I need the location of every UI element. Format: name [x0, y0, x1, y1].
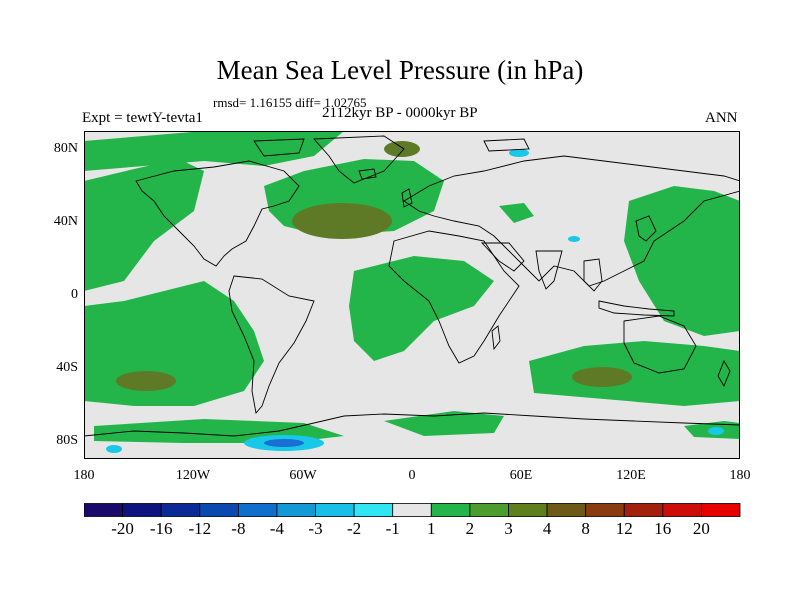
lat-label-40s: 40S — [56, 360, 78, 375]
blue-region — [264, 439, 304, 447]
colorbar-swatch — [315, 503, 355, 517]
lon-label-120e: 120E — [616, 468, 646, 483]
coastline — [135, 160, 300, 267]
green-region — [349, 256, 494, 361]
anomaly-field — [84, 131, 740, 453]
coastline — [598, 300, 675, 317]
lat-label-40n: 40N — [53, 214, 78, 229]
pressure-map — [84, 131, 740, 459]
colorbar-swatch — [160, 503, 201, 517]
lon-label-180w: 180 — [73, 468, 95, 483]
colorbar-swatch — [122, 503, 162, 517]
colorbar-swatch — [469, 503, 509, 517]
lat-label-80s: 80S — [56, 433, 78, 448]
colorbar-label: 20 — [692, 519, 710, 538]
green-region — [499, 203, 534, 223]
olive-region — [572, 367, 632, 387]
coastline — [717, 359, 731, 388]
colorbar-swatch — [585, 503, 625, 517]
colorbar-label: -20 — [111, 519, 134, 538]
coastline — [635, 215, 657, 242]
colorbar-label: 4 — [542, 519, 552, 538]
colorbar-label: 8 — [581, 519, 590, 538]
lon-label-60e: 60E — [509, 468, 533, 483]
coastline — [358, 168, 377, 180]
colorbar-label: 2 — [465, 519, 475, 538]
green-region — [84, 159, 204, 291]
colorbar-label: 1 — [427, 519, 436, 538]
coastline — [480, 242, 525, 272]
lon-label-180e: 180 — [729, 468, 751, 483]
olive-region — [292, 203, 392, 239]
season-label: ANN — [705, 110, 738, 126]
colorbar-swatch — [546, 503, 587, 517]
colorbar-swatch — [662, 503, 702, 517]
colorbar-label: -4 — [269, 519, 284, 538]
lon-label-60w: 60W — [289, 468, 317, 483]
coastline — [313, 135, 405, 184]
colorbar-swatch — [430, 503, 471, 517]
stats-label: rmsd= 1.16155 diff= 1.02765 — [213, 95, 367, 110]
green-region — [529, 341, 740, 406]
colorbar-label: -2 — [347, 519, 362, 538]
colorbar — [84, 503, 741, 517]
colorbar-swatch — [237, 503, 278, 517]
colorbar-swatch — [276, 503, 316, 517]
coastline — [253, 138, 305, 157]
colorbar-label: 16 — [654, 519, 672, 538]
colorbar-swatch — [508, 503, 548, 517]
lon-label-120w: 120W — [175, 468, 211, 483]
olive-region — [116, 371, 176, 391]
coastline — [483, 138, 530, 152]
colorbar-swatch — [353, 503, 394, 517]
cyan-region — [708, 427, 724, 435]
olive-region — [384, 141, 420, 157]
colorbar-swatch — [84, 503, 123, 517]
coastline — [228, 275, 315, 415]
colorbar-label: -1 — [385, 519, 400, 538]
cyan-region — [509, 149, 529, 157]
lon-label-0: 0 — [408, 468, 416, 483]
experiment-label: Expt = tewtY-tevta1 — [82, 110, 203, 126]
coastline — [403, 155, 740, 287]
coastline — [535, 250, 563, 290]
colorbar-label: -8 — [231, 519, 246, 538]
colorbar-label: -3 — [308, 519, 323, 538]
colorbar-swatch — [199, 503, 239, 517]
coastline — [491, 325, 501, 351]
cyan-region — [568, 236, 580, 242]
coastlines — [84, 135, 740, 437]
lat-label-0: 0 — [71, 287, 78, 302]
lat-label-80n: 80N — [53, 141, 78, 156]
coastline — [401, 188, 413, 208]
coastline — [388, 230, 520, 364]
colorbar-label: 12 — [615, 519, 633, 538]
green-region — [384, 411, 504, 436]
plot-title: Mean Sea Level Pressure (in hPa) — [216, 55, 584, 85]
green-region — [84, 131, 344, 171]
colorbar-swatch — [623, 503, 664, 517]
period-label: 2112kyr BP - 0000kyr BP — [322, 105, 478, 121]
cyan-region — [106, 445, 122, 453]
coastline — [84, 412, 740, 437]
colorbar-label: 3 — [504, 519, 513, 538]
green-region — [624, 186, 740, 336]
colorbar-swatch — [392, 503, 432, 517]
coastline — [623, 315, 697, 374]
colorbar-label: -16 — [149, 519, 173, 538]
coastline — [583, 258, 603, 292]
colorbar-swatch — [701, 503, 741, 517]
map-frame — [84, 131, 740, 459]
colorbar-label: -12 — [188, 519, 212, 538]
